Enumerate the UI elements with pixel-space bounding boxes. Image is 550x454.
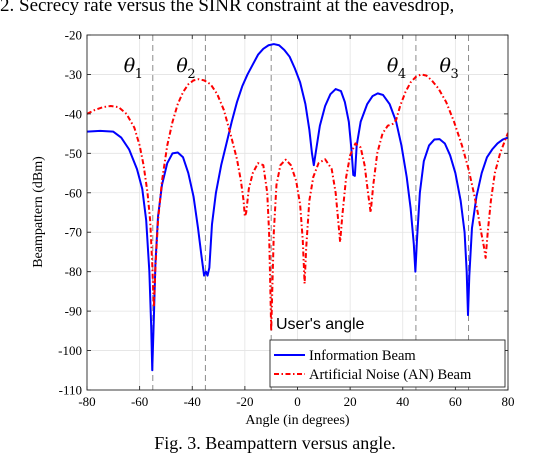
y-tick-label-7: -90 xyxy=(65,304,82,319)
reference-subscript-theta-1: 1 xyxy=(135,67,143,82)
series-layer xyxy=(87,43,508,372)
y-tick-label-2: -40 xyxy=(65,106,82,121)
x-tick-label-3: -20 xyxy=(236,394,253,409)
beampattern-chart: -80 -60 -40 -20 0 20 40 60 80 -20 -30 -40 -50 -60 -70 -… xyxy=(31,28,515,429)
bottom-caption: Fig. 3. Beampattern versus angle. xyxy=(154,433,396,453)
series-line-information-beam xyxy=(87,43,508,372)
y-tick-label-6: -80 xyxy=(65,264,82,279)
x-tick-label-0: -80 xyxy=(78,394,95,409)
reference-subscript-theta-4: 4 xyxy=(398,67,406,82)
reference-label-theta-1: θ xyxy=(124,55,136,77)
user-angle-label: User's angle xyxy=(276,316,365,333)
y-tick-label-3: -50 xyxy=(65,146,82,161)
x-tick-label-7: 60 xyxy=(449,394,462,409)
legend-label-information-beam: Information Beam xyxy=(309,348,416,364)
series-line-an-beam xyxy=(87,73,508,332)
legend: Information Beam Artificial Noise (AN) B… xyxy=(269,339,506,388)
reference-label-theta-3: θ xyxy=(440,55,452,77)
x-tick-label-4: 0 xyxy=(294,394,301,409)
reference-subscript-theta-2: 2 xyxy=(187,67,195,82)
y-tick-label-0: -20 xyxy=(65,28,82,43)
reference-label-theta-2: θ xyxy=(176,55,188,77)
legend-label-an-beam: Artificial Noise (AN) Beam xyxy=(309,367,472,383)
legend-box xyxy=(269,339,506,388)
x-tick-label-2: -40 xyxy=(184,394,201,409)
y-tick-label-5: -70 xyxy=(65,225,82,240)
reference-subscript-theta-3: 3 xyxy=(451,67,459,82)
y-tick-label-1: -30 xyxy=(65,67,82,82)
x-tick-label-6: 40 xyxy=(396,394,409,409)
grid xyxy=(87,35,508,390)
x-tick-label-1: -60 xyxy=(131,394,148,409)
y-axis-label: Beampattern (dBm) xyxy=(31,156,46,268)
y-tick-label-4: -60 xyxy=(65,185,82,200)
y-tick-label-9: -110 xyxy=(59,383,82,398)
reference-label-theta-4: θ xyxy=(387,55,399,77)
y-tick-label-8: -100 xyxy=(58,343,82,358)
top-caption: 2. Secrecy rate versus the SINR constrai… xyxy=(0,0,455,16)
x-tick-label-5: 20 xyxy=(344,394,357,409)
x-axis-label: Angle (in degrees) xyxy=(245,413,350,428)
x-tick-label-8: 80 xyxy=(502,394,515,409)
ticks: -80 -60 -40 -20 0 20 40 60 80 -20 -30 -40 -50 -60 -70 -… xyxy=(58,28,514,410)
